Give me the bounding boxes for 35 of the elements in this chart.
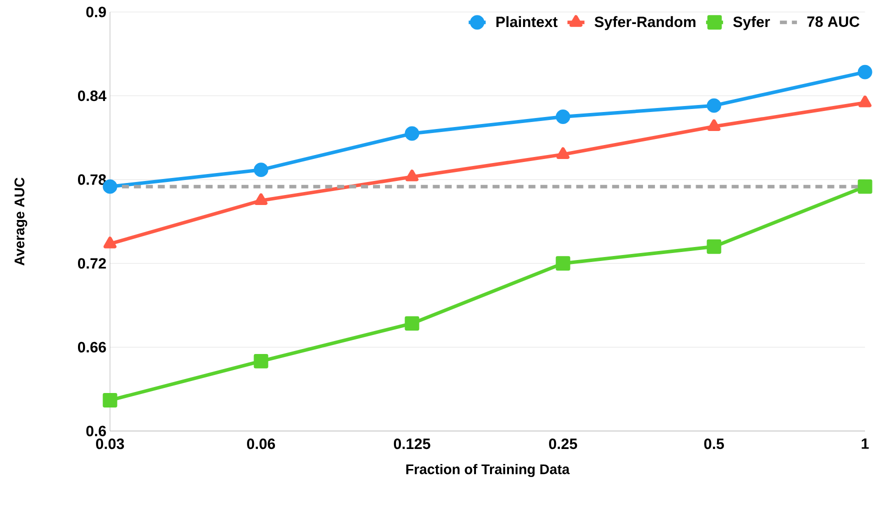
point xyxy=(706,98,722,113)
point xyxy=(556,256,570,271)
x-tick-label: 0.125 xyxy=(394,438,430,450)
point xyxy=(858,179,872,194)
y-tick-label: 0.9 xyxy=(86,6,106,18)
legend-label: Syfer xyxy=(733,16,770,30)
x-tick-label: 0.06 xyxy=(247,438,275,450)
y-tick-label: 0.72 xyxy=(78,258,106,269)
legend-label: Syfer-Random xyxy=(594,16,696,30)
legend-label: Plaintext xyxy=(496,16,558,28)
legend-label: 78 AUC xyxy=(807,16,860,27)
point xyxy=(404,126,420,141)
y-tick-label: 0.84 xyxy=(78,90,106,102)
point xyxy=(706,239,722,254)
y-tick-label: 0.78 xyxy=(78,174,106,185)
x-axis-title: Fraction of Training Data xyxy=(406,464,570,478)
point xyxy=(104,236,116,248)
point xyxy=(858,96,872,108)
point xyxy=(406,170,418,182)
point xyxy=(556,147,570,159)
point xyxy=(404,316,420,331)
point xyxy=(254,354,268,368)
x-tick-label: 0.5 xyxy=(704,438,724,450)
point xyxy=(708,119,720,132)
x-tick-label: 1 xyxy=(862,438,869,449)
y-tick-label: 0.6 xyxy=(86,426,106,436)
y-tick-label: 0.66 xyxy=(78,342,106,352)
x-tick-label: 0.25 xyxy=(549,438,578,450)
point xyxy=(254,193,268,206)
point xyxy=(254,162,268,178)
y-axis-title: Average AUC xyxy=(14,178,28,266)
point xyxy=(556,110,570,124)
x-tick-label: 0.03 xyxy=(96,438,124,450)
point xyxy=(858,64,872,80)
point xyxy=(102,393,118,408)
